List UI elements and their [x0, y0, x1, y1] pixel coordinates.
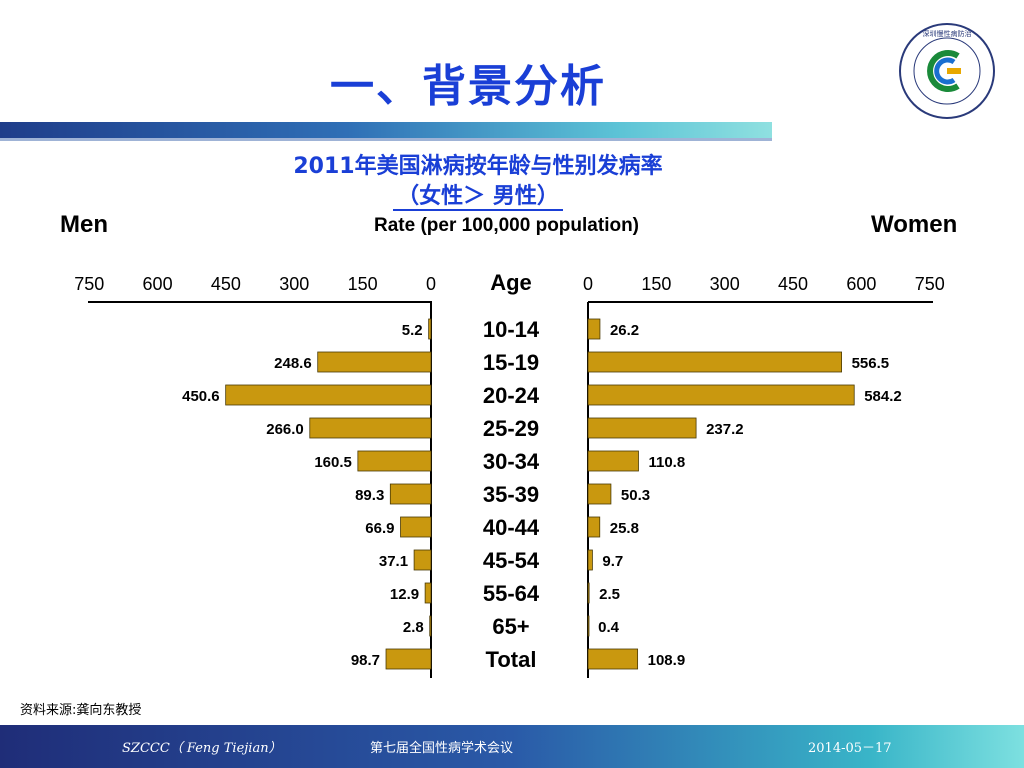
age-category-label: 10-14	[483, 317, 540, 342]
women-label: Women	[871, 211, 958, 238]
age-category-label: 15-19	[483, 350, 539, 375]
women-value-label: 50.3	[621, 487, 650, 504]
age-category-label: 45-54	[483, 548, 540, 573]
men-label: Men	[60, 211, 108, 238]
footer-bar: SZCCC（ Feng Tiejian） 第七届全国性病学术会议 2014-05…	[0, 725, 1024, 768]
men-bar	[389, 483, 432, 505]
women-bar	[587, 582, 590, 604]
rate-axis-label: Rate (per 100,000 population)	[374, 215, 640, 236]
men-value-label: 450.6	[182, 388, 220, 405]
men-bar	[309, 417, 432, 439]
women-tick-label: 600	[846, 274, 876, 294]
women-bar	[587, 318, 601, 340]
women-value-label: 0.4	[598, 619, 620, 636]
women-tick-label: 150	[641, 274, 671, 294]
men-bar	[357, 450, 432, 472]
men-value-label: 98.7	[351, 652, 380, 669]
men-tick-label: 0	[426, 274, 436, 294]
footer-date: 2014-05－17	[808, 741, 892, 756]
svg-text:深圳慢性病防治: 深圳慢性病防治	[923, 29, 972, 38]
men-bar	[413, 549, 432, 571]
women-value-label: 25.8	[610, 520, 639, 537]
men-tick-label: 450	[211, 274, 241, 294]
women-tick-label: 450	[778, 274, 808, 294]
women-bar	[587, 450, 639, 472]
chart-subtitle: （女性＞ 男性）	[0, 178, 990, 211]
women-value-label: 2.5	[599, 586, 620, 603]
men-tick-label: 150	[348, 274, 378, 294]
women-value-label: 556.5	[852, 355, 890, 372]
chart-subtitle-text: （女性＞ 男性）	[393, 184, 563, 211]
women-bar	[587, 483, 612, 505]
men-bar	[317, 351, 432, 373]
men-tick-label: 300	[279, 274, 309, 294]
women-bar	[587, 417, 697, 439]
age-category-label: 25-29	[483, 416, 539, 441]
women-bar	[587, 516, 601, 538]
men-value-label: 248.6	[274, 355, 312, 372]
women-value-label: 584.2	[864, 388, 902, 405]
age-category-label: 40-44	[483, 515, 540, 540]
age-category-label: 35-39	[483, 482, 539, 507]
women-tick-label: 300	[710, 274, 740, 294]
men-tick-label: 600	[143, 274, 173, 294]
age-category-label: 30-34	[483, 449, 540, 474]
age-category-label: Total	[486, 647, 537, 672]
org-logo: 深圳慢性病防治	[899, 23, 995, 119]
men-value-label: 89.3	[355, 487, 384, 504]
age-category-label: 20-24	[483, 383, 540, 408]
men-value-label: 2.8	[403, 619, 424, 636]
women-tick-label: 0	[583, 274, 593, 294]
men-bar	[424, 582, 432, 604]
women-bar	[587, 549, 593, 571]
women-value-label: 108.9	[648, 652, 686, 669]
men-bar	[400, 516, 432, 538]
women-bar	[587, 648, 639, 670]
women-value-label: 9.7	[602, 553, 623, 570]
men-value-label: 266.0	[266, 421, 304, 438]
pyramid-chart: Age 750 600 450 300 150 0 0 150 300 450 600 750 10-14…	[74, 270, 945, 678]
women-bar	[587, 384, 855, 406]
header-band-line	[0, 138, 772, 141]
men-value-label: 37.1	[379, 553, 408, 570]
slide-title: 一、背景分析	[330, 61, 606, 112]
men-tick-label: 750	[74, 274, 104, 294]
source-note: 资料来源:龚向东教授	[20, 703, 142, 718]
men-bar	[225, 384, 432, 406]
men-value-label: 12.9	[390, 586, 419, 603]
men-value-label: 160.5	[314, 454, 352, 471]
footer-conference: 第七届全国性病学术会议	[370, 741, 514, 756]
chart-title: 2011年美国淋病按年龄与性别发病率	[293, 154, 663, 179]
men-value-label: 66.9	[365, 520, 394, 537]
men-bar	[385, 648, 432, 670]
age-category-label: 65+	[492, 614, 529, 639]
women-bar	[587, 351, 842, 373]
women-value-label: 237.2	[706, 421, 744, 438]
men-value-label: 5.2	[402, 322, 423, 339]
footer-author: SZCCC（ Feng Tiejian）	[122, 741, 282, 756]
men-bar	[429, 615, 432, 637]
women-value-label: 26.2	[610, 322, 639, 339]
women-bar	[587, 615, 590, 637]
men-bar	[428, 318, 432, 340]
age-axis-header: Age	[490, 270, 532, 295]
age-category-label: 55-64	[483, 581, 540, 606]
women-tick-label: 750	[915, 274, 945, 294]
women-value-label: 110.8	[648, 454, 685, 471]
header-band	[0, 122, 772, 140]
